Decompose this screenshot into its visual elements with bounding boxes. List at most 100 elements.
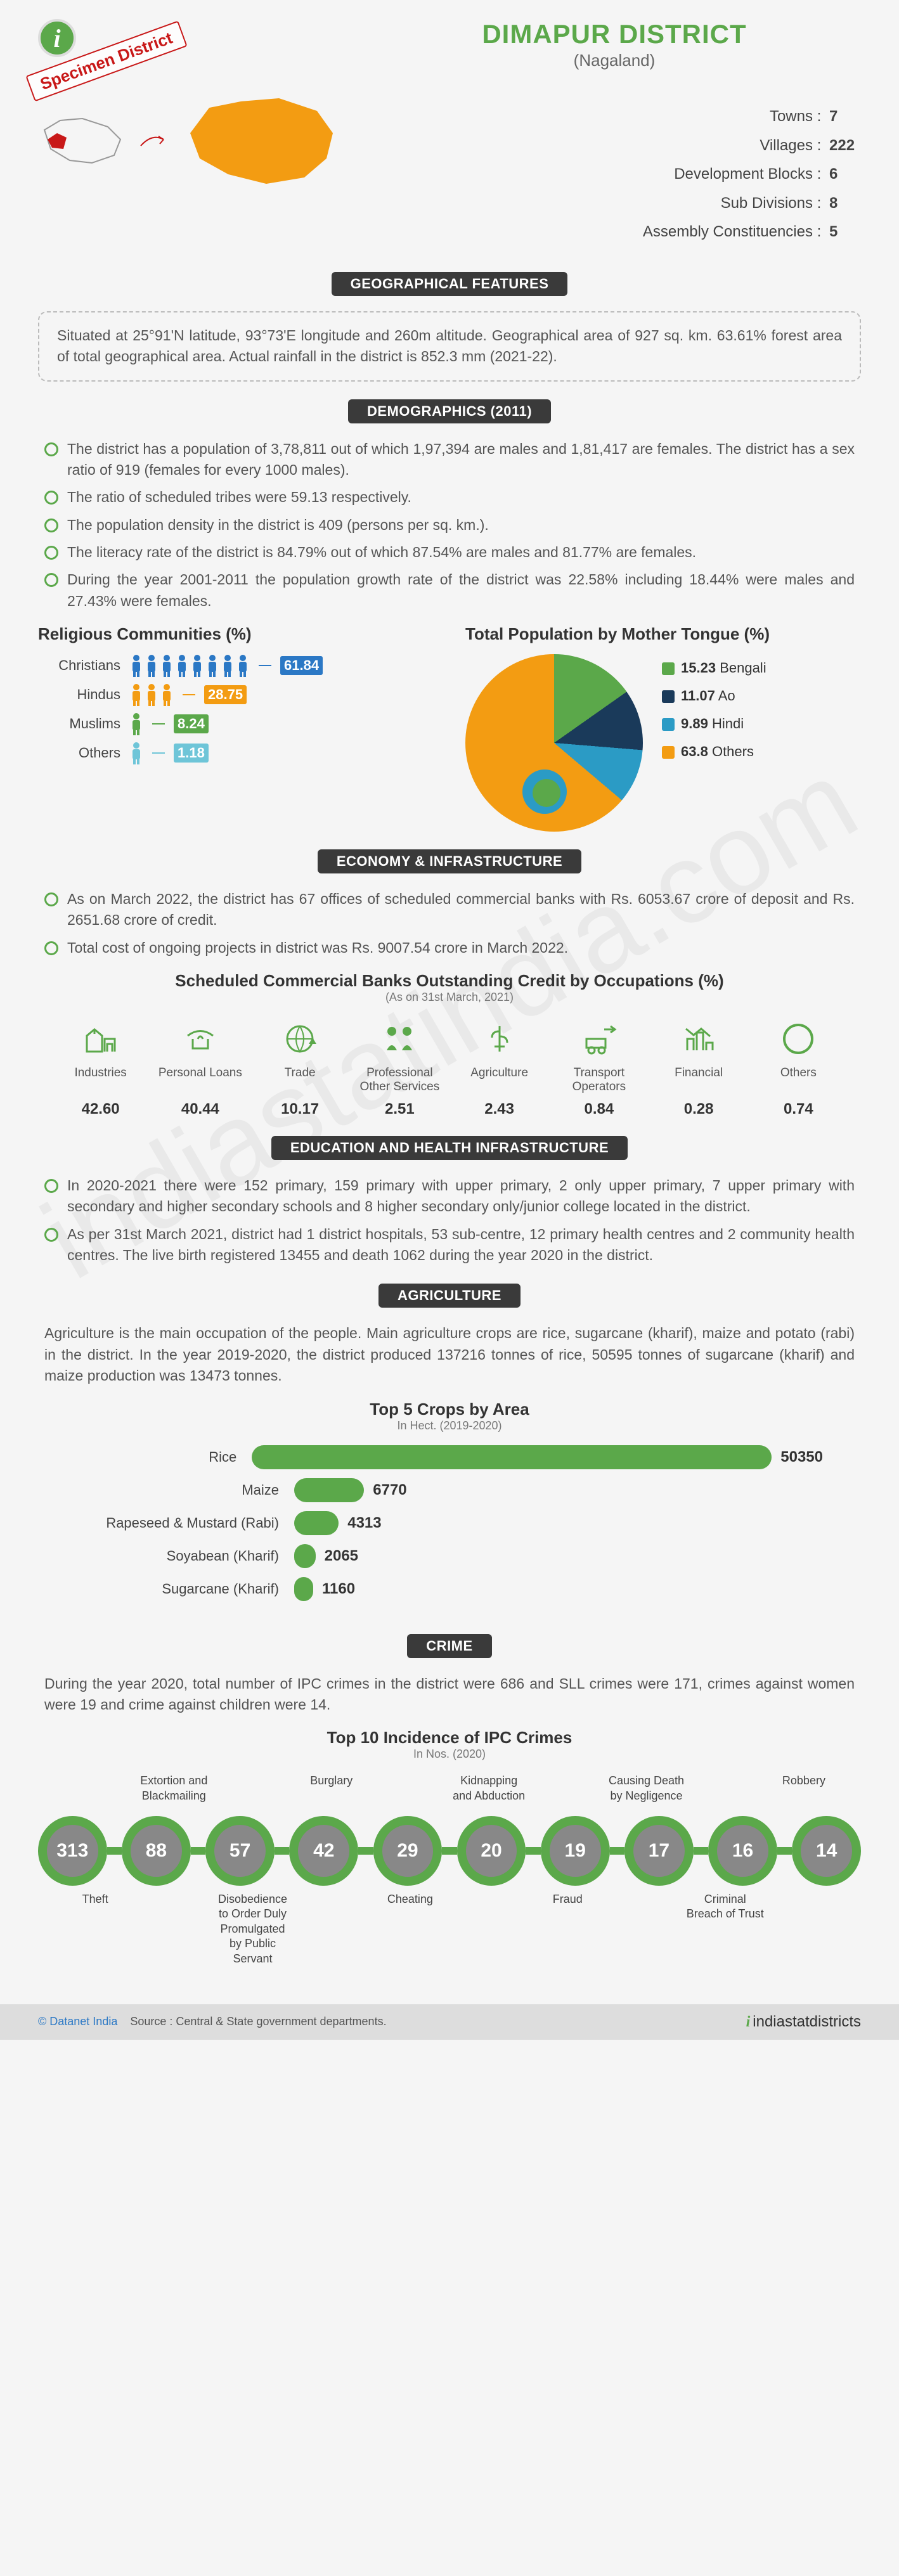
agriculture-para: Agriculture is the main occupation of th… — [38, 1323, 861, 1386]
footer: © Datanet India Source : Central & State… — [0, 2004, 899, 2040]
stat-value: 5 — [829, 217, 861, 247]
religious-value: 8.24 — [174, 714, 209, 733]
demographics-bullets: The district has a population of 3,78,81… — [38, 439, 861, 612]
credit-value: 42.60 — [51, 1100, 150, 1118]
legend-value: 9.89 — [681, 716, 708, 731]
info-icon: i — [38, 19, 76, 57]
footer-copyright: © Datanet India — [38, 2015, 117, 2028]
credit-label: Others — [749, 1066, 848, 1097]
crime-labels-bottom: Theft.Disobedience to Order Duly Promulg… — [38, 1892, 861, 1985]
bullet-item: As on March 2022, the district has 67 of… — [44, 889, 855, 931]
legend-swatch — [662, 718, 675, 731]
bullet-item: Total cost of ongoing projects in distri… — [44, 937, 855, 958]
crime-node: 20 — [457, 1816, 526, 1886]
crime-chart-note: In Nos. (2020) — [38, 1748, 861, 1761]
stat-value: 6 — [829, 160, 861, 189]
page-subtitle: (Nagaland) — [368, 51, 861, 70]
page-title: DIMAPUR DISTRICT — [368, 19, 861, 49]
crime-label-bottom: Cheating — [371, 1892, 450, 1966]
credit-value: 0.84 — [549, 1100, 649, 1118]
legend-label: Bengali — [720, 660, 766, 676]
crops-chart: Rice50350Maize6770Rapeseed & Mustard (Ra… — [38, 1439, 861, 1616]
section-badge-edu: EDUCATION AND HEALTH INFRASTRUCTURE — [271, 1136, 628, 1160]
crime-label-bottom: Disobedience to Order Duly Promulgated b… — [213, 1892, 292, 1966]
crop-label: Rapeseed & Mustard (Rabi) — [76, 1515, 279, 1531]
credit-label: Agriculture — [450, 1066, 549, 1097]
religious-pictogram — [129, 712, 143, 735]
legend-swatch — [662, 662, 675, 675]
religious-pictogram — [129, 654, 250, 677]
crop-bar — [294, 1478, 364, 1502]
credit-icon — [450, 1017, 549, 1061]
stat-label: Development Blocks — [674, 165, 825, 183]
stat-value: 7 — [829, 102, 861, 131]
bullet-item: The district has a population of 3,78,81… — [44, 439, 855, 481]
legend-value: 15.23 — [681, 660, 716, 676]
crop-bar — [294, 1544, 316, 1568]
religious-title: Religious Communities (%) — [38, 624, 434, 644]
bullet-item: In 2020-2021 there were 152 primary, 159… — [44, 1175, 855, 1218]
section-badge-crime: CRIME — [407, 1634, 491, 1658]
header-stats: Towns7Villages222Development Blocks6Sub … — [368, 102, 861, 247]
crop-value: 1160 — [322, 1580, 355, 1598]
crime-chain: 313885742292019171614 — [38, 1803, 861, 1892]
legend-value: 11.07 — [681, 688, 715, 704]
mother-tongue-pie — [465, 654, 643, 832]
credit-icon — [749, 1017, 848, 1061]
crop-value: 6770 — [373, 1481, 406, 1499]
crime-label-bottom: Fraud — [528, 1892, 607, 1966]
stat-label: Towns — [770, 108, 825, 125]
crime-chart-title: Top 10 Incidence of IPC Crimes — [38, 1728, 861, 1748]
crops-title: Top 5 Crops by Area — [38, 1400, 861, 1419]
religious-chart: Christians61.84Hindus28.75Muslims8.24Oth… — [38, 654, 434, 764]
religious-pictogram — [129, 742, 143, 764]
bullet-item: As per 31st March 2021, district had 1 d… — [44, 1224, 855, 1266]
credit-value: 2.51 — [350, 1100, 450, 1118]
crop-bar — [294, 1511, 339, 1535]
crop-value: 2065 — [325, 1547, 358, 1565]
crime-label-top: Extortion and Blackmailing — [134, 1774, 213, 1803]
credit-value: 2.43 — [450, 1100, 549, 1118]
bullet-item: The population density in the district i… — [44, 515, 855, 536]
crime-node: 29 — [373, 1816, 443, 1886]
geo-text: Situated at 25°91'N latitude, 93°73'E lo… — [38, 311, 861, 382]
crime-node: 19 — [541, 1816, 610, 1886]
religious-value: 61.84 — [280, 656, 323, 675]
header: i Specimen District DIMAPUR DISTRICT — [38, 19, 861, 247]
credit-icon — [549, 1017, 649, 1061]
religious-label: Others — [38, 745, 120, 761]
crops-note: In Hect. (2019-2020) — [38, 1419, 861, 1433]
credit-label: Personal Loans — [150, 1066, 250, 1097]
edu-health-bullets: In 2020-2021 there were 152 primary, 159… — [38, 1175, 861, 1266]
stat-value: 222 — [829, 131, 861, 160]
crime-node: 42 — [289, 1816, 358, 1886]
footer-logo: iindiastatdistricts — [746, 2013, 861, 2031]
credit-label: Industries — [51, 1066, 150, 1097]
credit-icon — [649, 1017, 749, 1061]
crime-label-top: Burglary — [292, 1774, 371, 1803]
legend-swatch — [662, 690, 675, 703]
crime-labels-top: .Extortion and Blackmailing.Burglary.Kid… — [38, 1767, 861, 1803]
crop-bar — [252, 1445, 772, 1469]
credit-label: Professional Other Services — [350, 1066, 450, 1097]
legend-value: 63.8 — [681, 744, 708, 759]
crime-node: 14 — [792, 1816, 861, 1886]
section-badge-econ: ECONOMY & INFRASTRUCTURE — [318, 849, 581, 873]
crime-node: 313 — [38, 1816, 107, 1886]
crime-label-bottom: Criminal Breach of Trust — [686, 1892, 765, 1966]
credit-value: 0.74 — [749, 1100, 848, 1118]
credit-icon — [350, 1017, 450, 1061]
credit-grid: Industries42.60Personal Loans40.44Trade1… — [38, 1017, 861, 1118]
credit-value: 10.17 — [250, 1100, 350, 1118]
religious-value: 28.75 — [204, 685, 247, 704]
state-map-icon — [38, 111, 127, 168]
crime-node: 17 — [624, 1816, 694, 1886]
crop-label: Maize — [76, 1482, 279, 1498]
legend-label: Others — [712, 744, 754, 759]
crop-value: 50350 — [780, 1448, 823, 1466]
footer-source: Source : Central & State government depa… — [130, 2015, 386, 2028]
credit-icon — [51, 1017, 150, 1061]
crime-label-top: Causing Death by Negligence — [607, 1774, 685, 1803]
religious-label: Christians — [38, 657, 120, 674]
bullet-item: The ratio of scheduled tribes were 59.13… — [44, 487, 855, 508]
